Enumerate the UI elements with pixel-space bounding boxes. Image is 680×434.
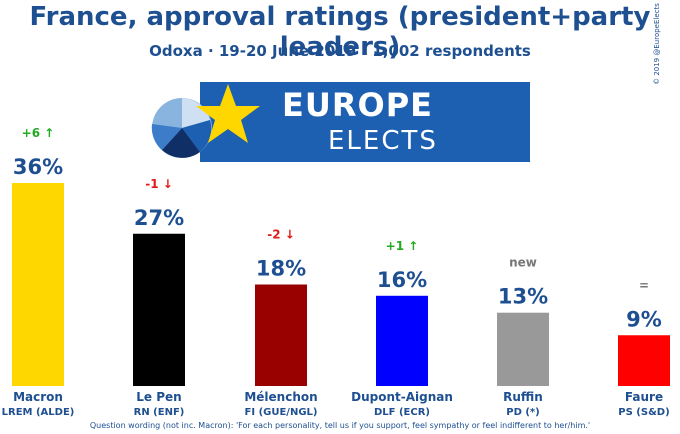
logo-line-1: EUROPE	[282, 86, 433, 124]
change-label-3: +1 ↑	[386, 239, 419, 253]
party-label-5: PS (S&D)	[618, 407, 669, 418]
value-label-4: 13%	[498, 285, 548, 309]
change-label-4: new	[509, 256, 537, 270]
question-footnote: Question wording (not inc. Macron): 'For…	[89, 421, 591, 430]
pie-icon	[151, 98, 212, 158]
bar-0	[12, 183, 64, 386]
star-icon	[196, 84, 260, 143]
bar-5	[618, 335, 670, 386]
category-label-1: Le Pen	[136, 390, 181, 404]
change-label-2: -2 ↓	[267, 228, 295, 242]
europe-elects-logo: EUROPE ELECTS	[140, 76, 530, 168]
party-label-0: LREM (ALDE)	[2, 407, 75, 418]
logo-banner	[200, 82, 530, 162]
chart-subtitle: Odoxa · 19-20 June 2019 · 1,002 responde…	[149, 42, 531, 60]
logo-graphic	[151, 82, 530, 162]
bar-3	[376, 295, 428, 386]
category-label-4: Ruffin	[503, 390, 543, 404]
change-label-0: +6 ↑	[22, 126, 55, 140]
bar-4	[497, 312, 549, 386]
party-label-3: DLF (ECR)	[374, 407, 430, 418]
chart-title: France, approval ratings (president+part…	[29, 2, 651, 62]
change-label-1: -1 ↓	[145, 177, 173, 191]
party-label-1: RN (ENF)	[134, 407, 185, 418]
category-label-3: Dupont-Aignan	[351, 390, 453, 404]
category-label-2: Mélenchon	[244, 390, 317, 404]
value-label-0: 36%	[13, 155, 63, 179]
logo-line-2: ELECTS	[328, 126, 438, 156]
value-label-5: 9%	[626, 307, 662, 331]
party-label-4: PD (*)	[506, 407, 539, 418]
bar-1	[133, 233, 185, 386]
value-label-3: 16%	[377, 268, 427, 292]
category-label-5: Faure	[625, 390, 663, 404]
party-label-2: FI (GUE/NGL)	[245, 407, 318, 418]
value-label-1: 27%	[134, 206, 184, 230]
value-label-2: 18%	[256, 257, 306, 281]
change-label-5: =	[639, 278, 649, 292]
category-label-0: Macron	[13, 390, 63, 404]
bar-2	[255, 284, 307, 386]
